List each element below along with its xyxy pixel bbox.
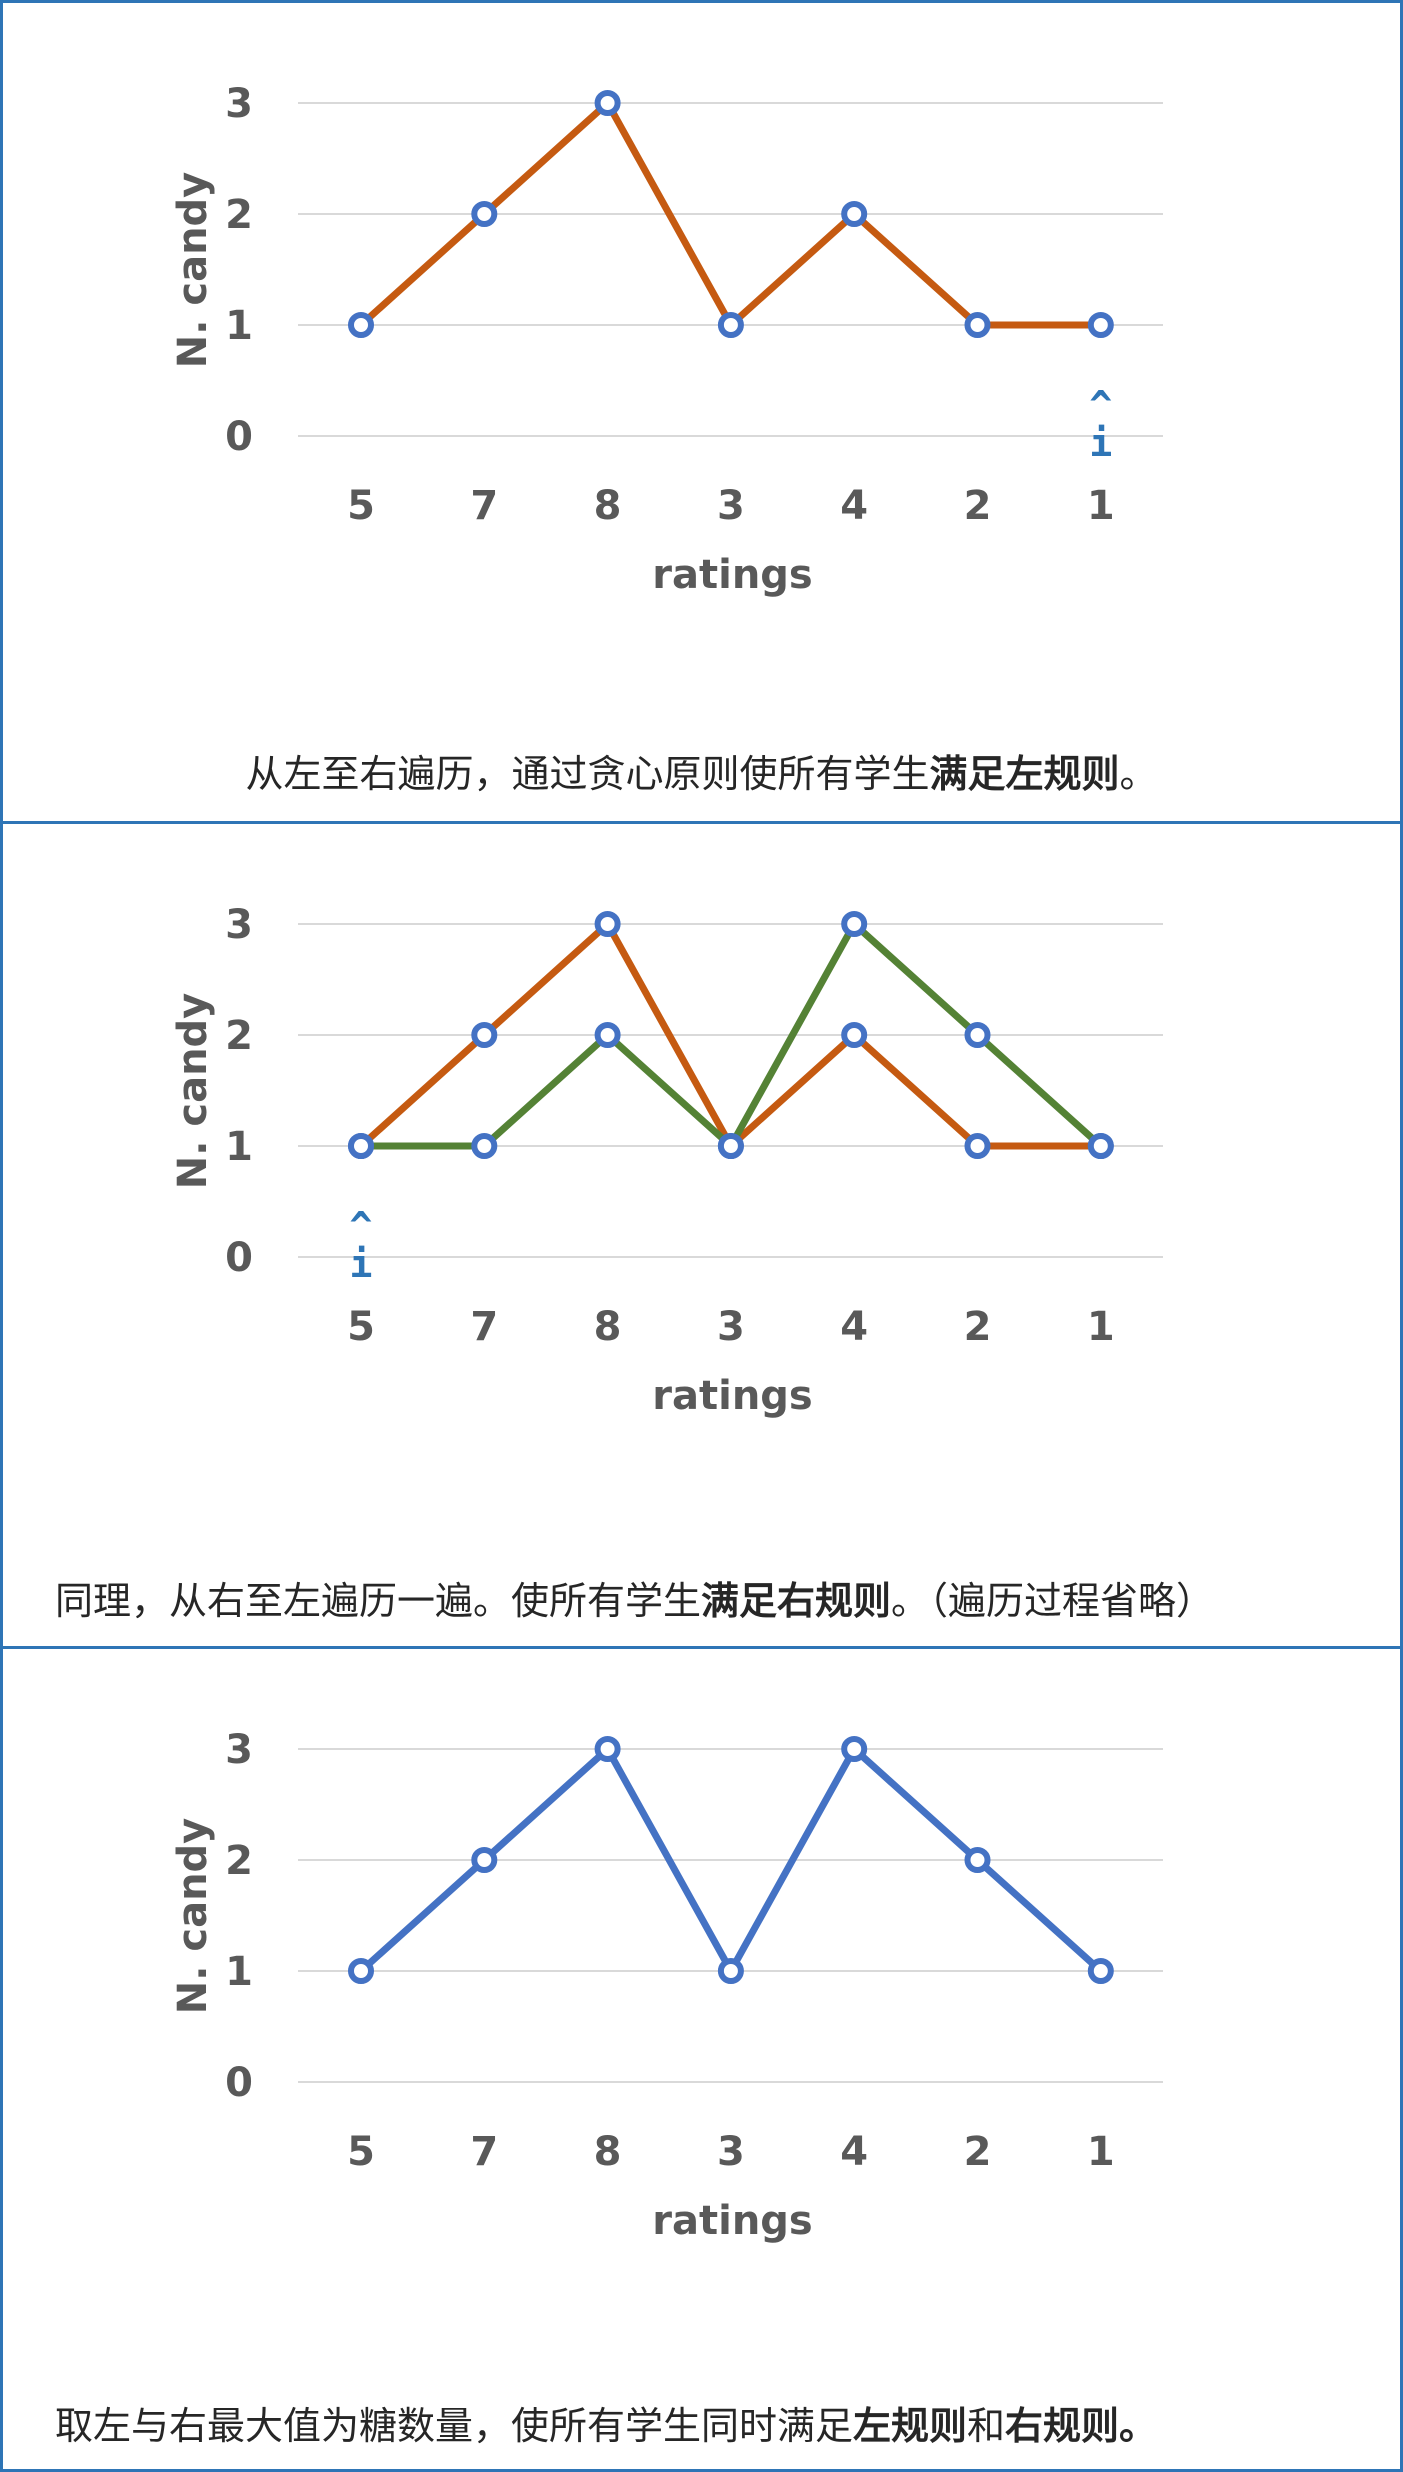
data-point	[348, 312, 374, 338]
y-axis-label: N. candy	[170, 172, 216, 368]
chart-panel-right-pass: 0 1 2 3 5 7 8 3 4 2 1 ratings N. candy ^ i 同理，从右至左遍历一遍…	[0, 821, 1403, 1649]
x-tick-label: 2	[964, 483, 992, 529]
data-point	[964, 1133, 991, 1159]
data-point	[717, 312, 744, 338]
y-tick-label: 0	[225, 414, 253, 460]
x-tick-label: 1	[1087, 483, 1115, 529]
data-point	[348, 1958, 374, 1984]
data-point	[841, 201, 868, 227]
y-tick-label: 1	[225, 1124, 253, 1170]
caption-result: 取左与右最大值为糖数量，使所有学生同时满足左规则和右规则。	[55, 2395, 1400, 2450]
data-point	[594, 911, 621, 937]
x-tick-label: 5	[347, 1304, 375, 1350]
data-point	[594, 1022, 621, 1048]
pointer-index-label: i	[350, 1242, 373, 1286]
x-tick-label: 3	[717, 1304, 745, 1350]
x-axis-label: ratings	[652, 1373, 812, 1419]
pointer-caret: ^	[350, 1204, 373, 1248]
x-tick-label: 3	[717, 2129, 745, 2175]
x-tick-label: 8	[594, 483, 622, 529]
data-point	[964, 1022, 991, 1048]
pointer-index-label: i	[1089, 421, 1112, 465]
x-tick-label: 4	[840, 2129, 868, 2175]
x-tick-label: 4	[840, 1304, 868, 1350]
x-axis-label: ratings	[652, 552, 812, 598]
data-point	[471, 1847, 498, 1873]
data-point	[841, 1736, 868, 1762]
data-point	[1087, 1133, 1114, 1159]
caption-text: 从左至右遍历，通过贪心原则使所有学生	[245, 752, 930, 796]
caption-emphasis-right: 右规则。	[1005, 2404, 1158, 2448]
x-axis-label: ratings	[652, 2198, 812, 2244]
y-tick-label: 2	[225, 192, 253, 238]
chart-result: 0 1 2 3 5 7 8 3 4 2 1 ratings N. candy	[170, 1727, 1163, 2244]
x-tick-label: 7	[470, 483, 498, 529]
data-point	[964, 312, 991, 338]
caption-emphasis: 满足右规则	[701, 1579, 892, 1623]
x-tick-label: 5	[347, 2129, 375, 2175]
caption-text: 同理，从右至左遍历一遍。使所有学生	[55, 1579, 702, 1623]
data-point	[594, 1736, 621, 1762]
x-tick-label: 8	[594, 1304, 622, 1350]
y-tick-label: 0	[225, 2060, 253, 2106]
y-tick-label: 1	[225, 303, 253, 349]
x-tick-label: 7	[470, 2129, 498, 2175]
x-tick-label: 2	[964, 2129, 992, 2175]
data-point	[1087, 1958, 1114, 1984]
data-point	[717, 1133, 744, 1159]
data-point	[964, 1847, 991, 1873]
x-tick-label: 2	[964, 1304, 992, 1350]
data-point	[471, 1022, 498, 1048]
data-point	[841, 911, 868, 937]
data-point	[1087, 312, 1114, 338]
x-tick-label: 4	[840, 483, 868, 529]
y-tick-label: 3	[225, 902, 253, 948]
caption-emphasis: 满足左规则	[929, 752, 1120, 796]
y-tick-label: 2	[225, 1013, 253, 1059]
data-point	[471, 201, 498, 227]
chart-right-pass: 0 1 2 3 5 7 8 3 4 2 1 ratings N. candy ^i	[170, 902, 1163, 1419]
y-tick-label: 0	[225, 1235, 253, 1281]
x-tick-label: 1	[1087, 2129, 1115, 2175]
caption-text-mid: 和	[967, 2404, 1006, 2448]
data-point	[594, 90, 621, 116]
y-axis-label: N. candy	[170, 1818, 216, 2014]
y-tick-label: 3	[225, 1727, 253, 1773]
data-point	[348, 1133, 374, 1159]
pointer-caret: ^	[1089, 383, 1112, 427]
caption-emphasis-left: 左规则	[853, 2404, 968, 2448]
chart-panel-left-pass: 0 1 2 3 5 7 8 3 4 2 1 ratings N. candy ^ i 从左至右遍历，通过贪心…	[0, 0, 1403, 824]
x-tick-label: 5	[347, 483, 375, 529]
y-tick-label: 2	[225, 1838, 253, 1884]
x-tick-label: 7	[470, 1304, 498, 1350]
y-tick-label: 1	[225, 1949, 253, 1995]
data-point	[471, 1133, 498, 1159]
caption-left-pass: 从左至右遍历，通过贪心原则使所有学生满足左规则。	[3, 743, 1400, 798]
caption-text: 取左与右最大值为糖数量，使所有学生同时满足	[55, 2404, 854, 2448]
caption-text-post: 。	[1119, 752, 1158, 796]
caption-text-mid: 。（遍历过程省略）	[891, 1579, 1215, 1623]
chart-left-pass: 0 1 2 3 5 7 8 3 4 2 1 ratings N. candy ^i	[170, 81, 1163, 598]
y-axis-label: N. candy	[170, 993, 216, 1189]
data-point	[841, 1022, 868, 1048]
x-tick-label: 1	[1087, 1304, 1115, 1350]
data-point	[717, 1958, 744, 1984]
x-tick-label: 3	[717, 483, 745, 529]
y-tick-label: 3	[225, 81, 253, 127]
chart-panel-result: 0 1 2 3 5 7 8 3 4 2 1 ratings N. candy 取左与右最大值为糖数量，使…	[0, 1646, 1403, 2472]
x-tick-label: 8	[594, 2129, 622, 2175]
caption-right-pass: 同理，从右至左遍历一遍。使所有学生满足右规则。（遍历过程省略）	[55, 1570, 1400, 1625]
